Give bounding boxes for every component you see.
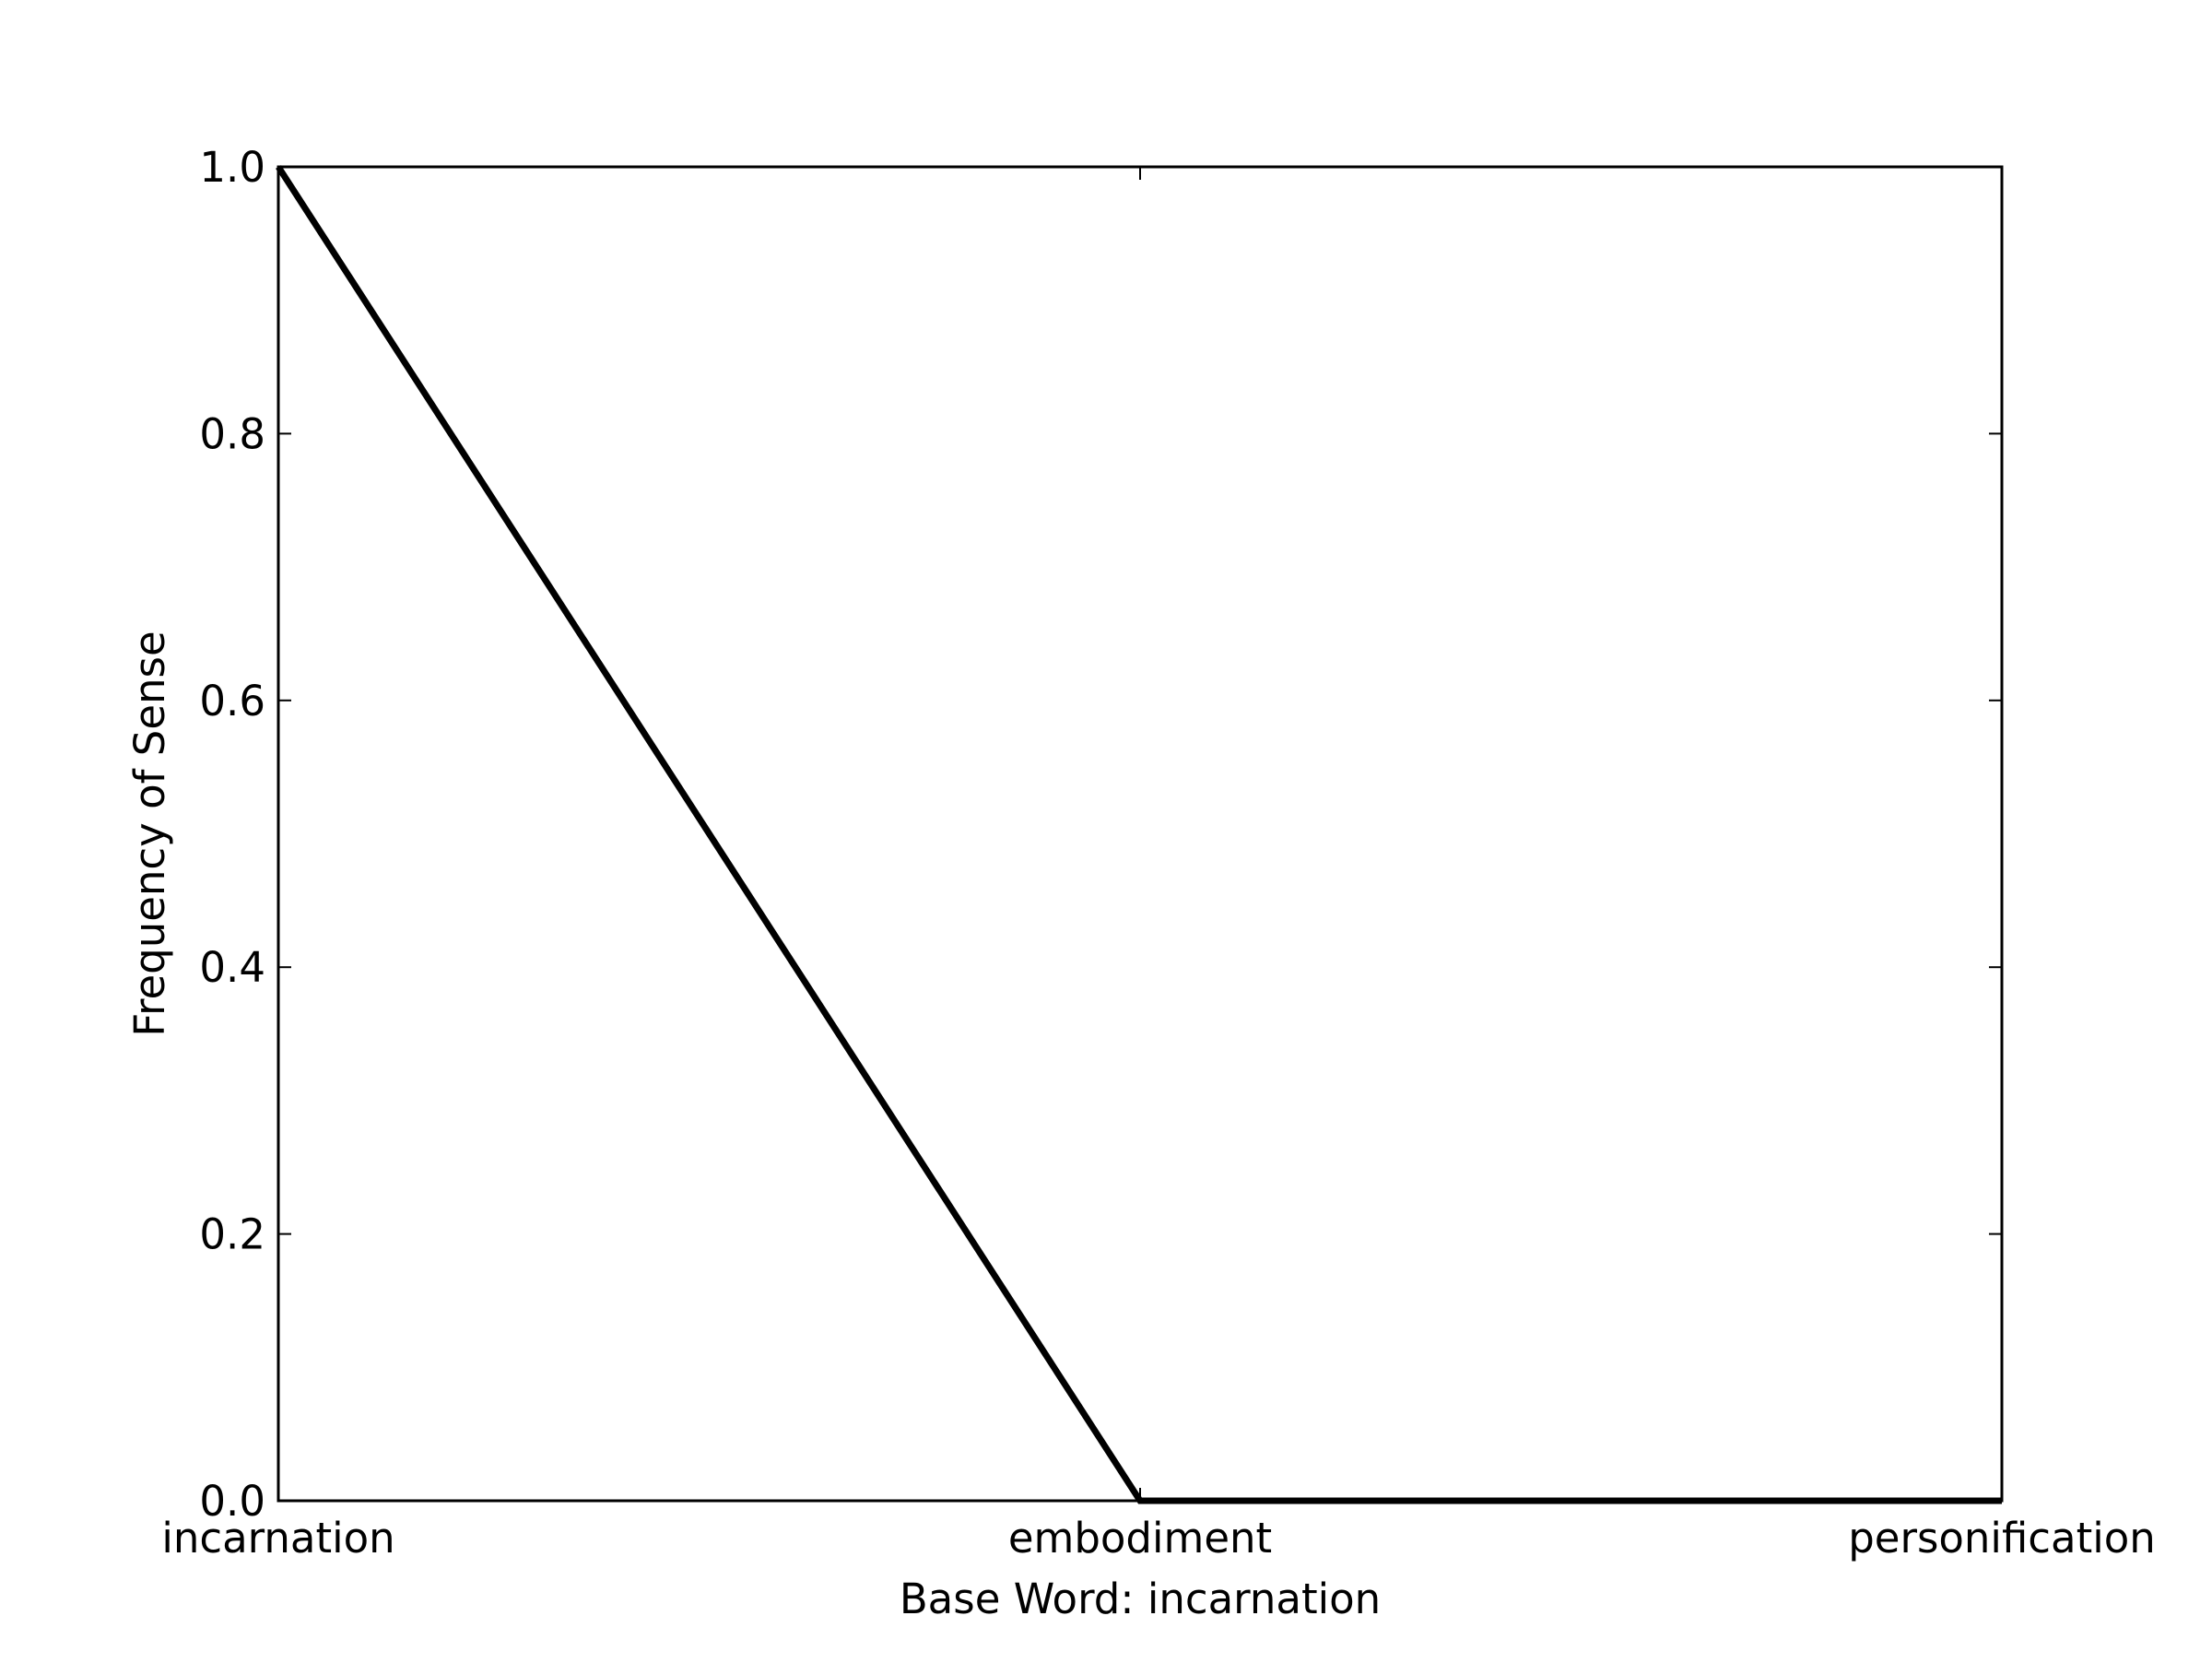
y-tick-label: 0.8 xyxy=(199,409,265,458)
y-axis-label: Frequency of Sense xyxy=(125,631,174,1036)
y-tick-label: 1.0 xyxy=(199,143,265,192)
x-tick-label: personification xyxy=(1848,1514,2156,1563)
y-tick-label: 0.4 xyxy=(199,943,265,992)
x-axis-label: Base Word: incarnation xyxy=(900,1575,1381,1623)
y-tick-label: 0.2 xyxy=(199,1210,265,1259)
axes-frame xyxy=(276,165,2004,1503)
y-tick-label: 0.0 xyxy=(199,1477,265,1526)
x-tick-label: embodiment xyxy=(1008,1514,1272,1563)
y-tick-label: 0.6 xyxy=(199,677,265,725)
x-tick-label: incarnation xyxy=(161,1514,394,1563)
plot-area: 0.0 0.2 0.4 0.6 0.8 1.0 incarnation embodiment p… xyxy=(161,143,2155,1563)
